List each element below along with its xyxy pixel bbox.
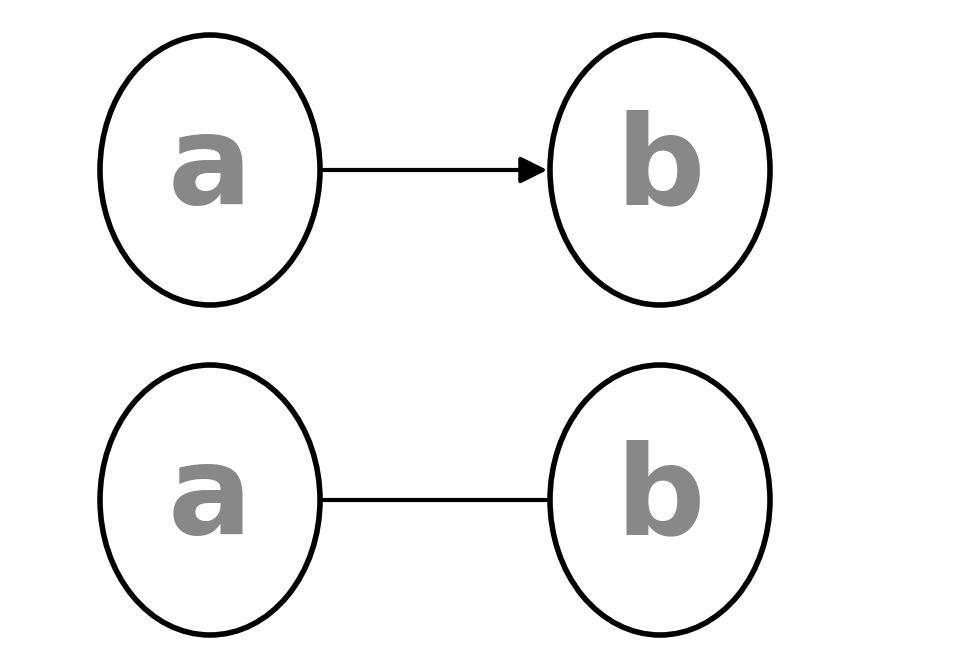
Ellipse shape: [100, 365, 320, 635]
Ellipse shape: [550, 365, 770, 635]
Ellipse shape: [100, 35, 320, 305]
Ellipse shape: [550, 35, 770, 305]
Text: a: a: [168, 110, 252, 230]
Text: b: b: [615, 440, 705, 560]
Text: b: b: [615, 110, 705, 230]
Text: a: a: [168, 440, 252, 560]
